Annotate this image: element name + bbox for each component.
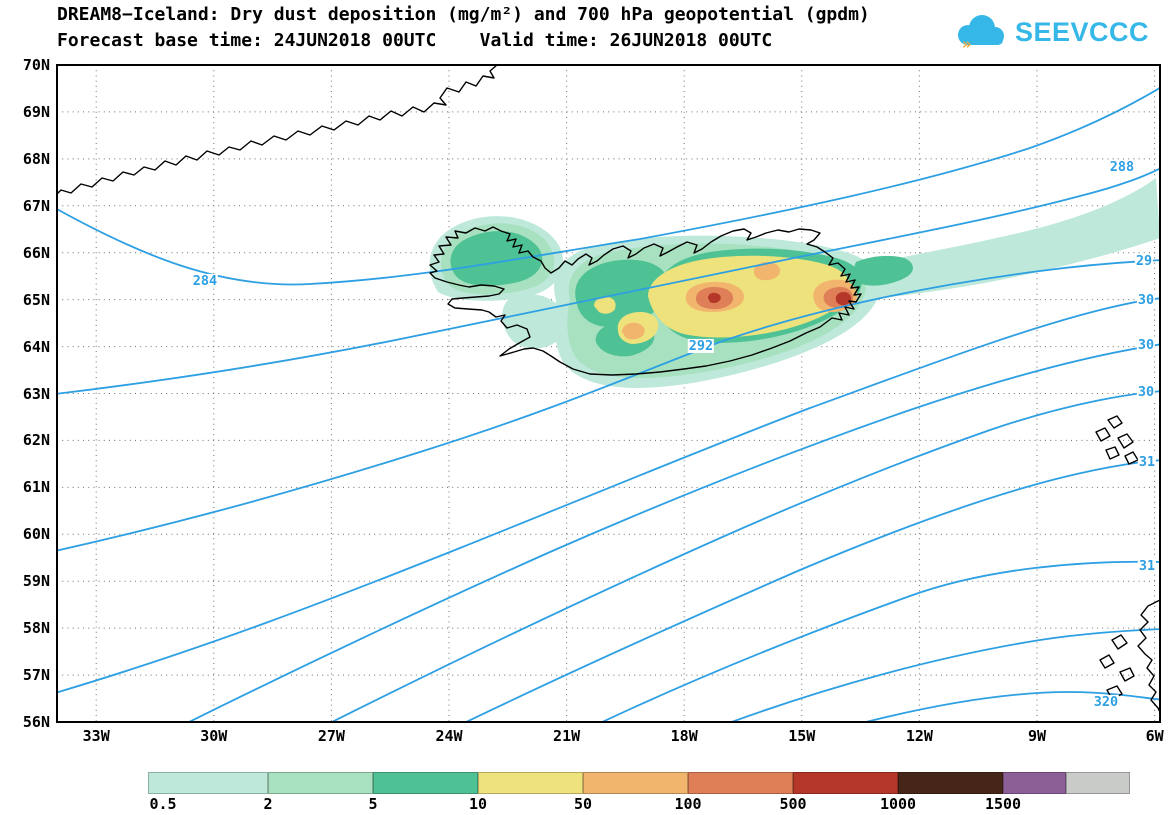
- colorbar-tick-label: 1000: [879, 795, 917, 813]
- lat-tick-label: 67N: [22, 196, 50, 215]
- lat-tick-label: 58N: [22, 619, 50, 638]
- contour-value-label: 31: [1137, 453, 1157, 470]
- seevccc-logo: » SEEVCCC: [949, 12, 1149, 52]
- contour-288: [57, 167, 1160, 395]
- dust-deposition-shading: [429, 178, 1160, 388]
- colorbar-segment: [148, 772, 268, 794]
- colorbar-segment: [688, 772, 793, 794]
- contour-value-label: 320: [1092, 693, 1120, 710]
- contour-value-label: 288: [1108, 158, 1136, 175]
- lat-tick-label: 59N: [22, 572, 50, 591]
- colorbar-tick-label: 10: [468, 795, 488, 813]
- lat-tick-label: 65N: [22, 290, 50, 309]
- colorbar-segment: [478, 772, 583, 794]
- lat-tick-label: 56N: [22, 713, 50, 731]
- contour-value-label: 292: [687, 337, 715, 354]
- lat-tick-label: 70N: [22, 56, 50, 74]
- colorbar-segment: [268, 772, 373, 794]
- lat-tick-label: 63N: [22, 384, 50, 403]
- scotland-coastline: [1099, 599, 1160, 713]
- contour-value-label: 30: [1136, 383, 1156, 400]
- colorbar-segment: [583, 772, 688, 794]
- map-plot-area: [56, 64, 1161, 723]
- iceland-coastline: [429, 226, 862, 376]
- plot-subtitle: Forecast base time: 24JUN2018 00UTC Vali…: [57, 30, 773, 51]
- lat-tick-label: 69N: [22, 102, 50, 121]
- colorbar-tick-label: 2: [263, 795, 273, 813]
- contour-312: [600, 560, 1160, 722]
- lon-tick-label: 21W: [553, 727, 581, 745]
- svg-text:»: »: [962, 35, 972, 52]
- colorbar-tick-label: 500: [779, 795, 807, 813]
- colorbar-segment: [1003, 772, 1066, 794]
- lat-tick-label: 57N: [22, 666, 50, 685]
- contour-308: [464, 459, 1160, 722]
- contour-304: [329, 390, 1160, 722]
- lon-tick-label: 6W: [1145, 727, 1164, 745]
- lon-tick-label: 9W: [1027, 727, 1047, 745]
- contour-value-label: 284: [191, 272, 219, 289]
- lon-tick-label: 24W: [435, 727, 463, 745]
- contour-value-label: 30: [1136, 336, 1156, 353]
- lon-tick-label: 30W: [200, 727, 228, 745]
- graticule-gridlines: [57, 65, 1160, 722]
- greenland-coastline: [57, 65, 498, 195]
- colorbar-tick-label: 5: [368, 795, 378, 813]
- lat-tick-label: 66N: [22, 243, 50, 262]
- lat-tick-label: 60N: [22, 525, 50, 544]
- contour-320: [862, 691, 1160, 722]
- plot-title: DREAM8−Iceland: Dry dust deposition (mg/…: [57, 4, 870, 25]
- cloud-icon: »: [957, 15, 1004, 52]
- coastlines: [57, 65, 1160, 713]
- lon-tick-label: 33W: [82, 727, 110, 745]
- contour-292: [57, 259, 1160, 552]
- colorbar-segment: [373, 772, 478, 794]
- contour-value-label: 31: [1137, 557, 1157, 574]
- contour-284: [57, 86, 1160, 286]
- lat-tick-label: 68N: [22, 149, 50, 168]
- colorbar-tick-label: 50: [573, 795, 593, 813]
- geopotential-contours: [57, 86, 1160, 722]
- contour-value-label: 30: [1136, 291, 1156, 308]
- contour-296: [57, 297, 1160, 694]
- contour-value-label: 29: [1134, 252, 1154, 269]
- lat-tick-label: 61N: [22, 478, 50, 497]
- colorbar-tick-label: 1500: [984, 795, 1022, 813]
- contour-316: [728, 628, 1160, 722]
- plot-frame: [56, 64, 1161, 723]
- contour-300: [187, 343, 1160, 722]
- faroe-islands-coastline: [1095, 415, 1139, 465]
- colorbar-tick-label: 0.5: [149, 795, 177, 813]
- lon-tick-label: 12W: [905, 727, 933, 745]
- colorbar-segment: [1066, 772, 1130, 794]
- colorbar-segment: [898, 772, 1003, 794]
- colorbar-tick-label: 100: [674, 795, 702, 813]
- logo-text: SEEVCCC: [1014, 16, 1149, 47]
- lon-tick-label: 15W: [788, 727, 816, 745]
- colorbar-segment: [793, 772, 898, 794]
- lon-tick-label: 18W: [670, 727, 698, 745]
- lon-tick-label: 27W: [317, 727, 345, 745]
- lat-tick-label: 64N: [22, 337, 50, 356]
- lat-tick-label: 62N: [22, 431, 50, 450]
